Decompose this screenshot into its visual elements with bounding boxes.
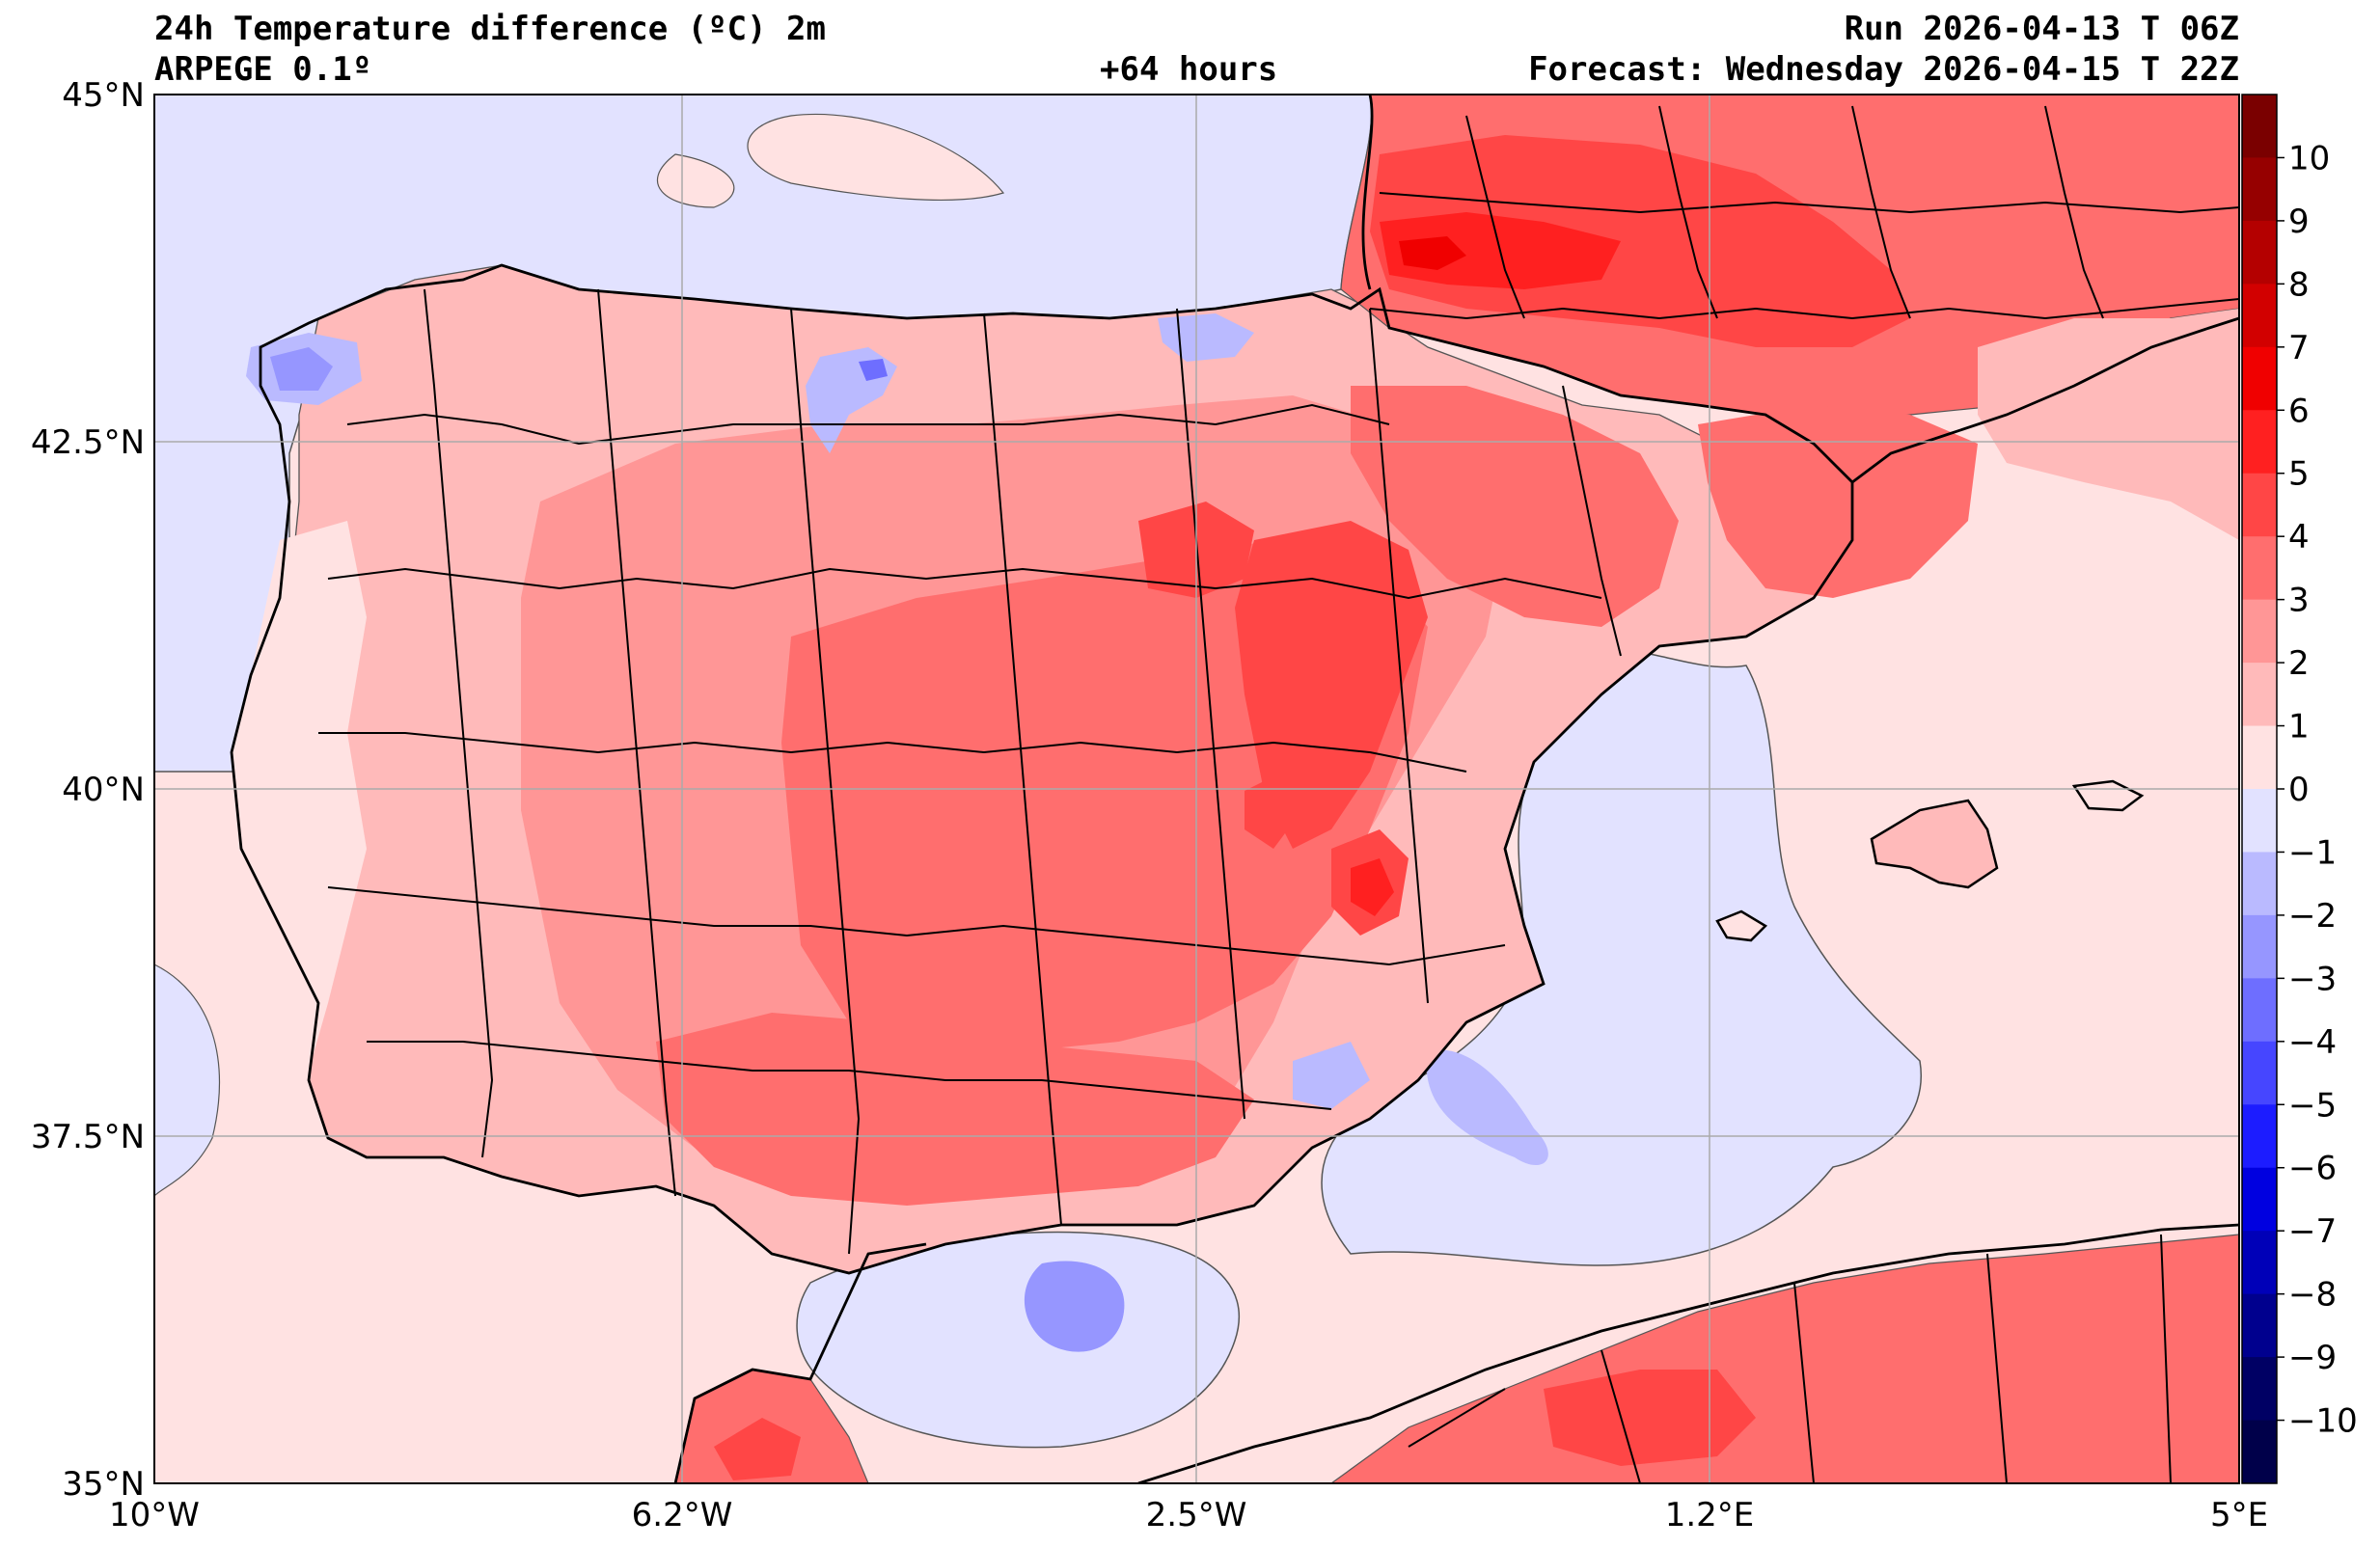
- mallorca-island: [1870, 799, 1999, 889]
- colorbar-swatch: [2242, 1104, 2277, 1169]
- colorbar-swatch: [2242, 914, 2277, 979]
- morocco-hot-4c: [714, 1418, 801, 1480]
- model-label: ARPEGE 0.1º: [154, 50, 372, 89]
- map-title: 24h Temperature difference (ºC) 2m: [154, 10, 826, 48]
- colorbar-swatch: [2242, 599, 2277, 664]
- hotspot-iberian-4c: [1235, 521, 1428, 849]
- colorbar-swatch: [2242, 1357, 2277, 1422]
- lon-label: 1.2°E: [1665, 1496, 1755, 1534]
- france-hot-6c: [1399, 236, 1466, 270]
- lon-label: 2.5°W: [1146, 1496, 1247, 1534]
- iberia-coastline: [230, 263, 1854, 1275]
- colorbar-label: −3: [2288, 960, 2337, 998]
- portugal-light-zone: [232, 521, 367, 1071]
- colorbar-swatch: [2242, 410, 2277, 475]
- gulf-cadiz-negative: [154, 963, 221, 1197]
- colorbar-swatch: [2242, 1293, 2277, 1358]
- province-borders: [318, 105, 2239, 1483]
- ibiza-island: [1715, 909, 1768, 942]
- latitude-axis: 45°N 42.5°N 40°N 37.5°N 35°N: [31, 76, 145, 1504]
- colorbar-label: 3: [2288, 582, 2310, 620]
- colorbar-swatch: [2242, 1167, 2277, 1232]
- galicia-cold-spot-core: [270, 347, 333, 391]
- run-label: Run 2026-04-13 T 06Z: [1844, 10, 2239, 48]
- gulf-of-lion-zone: [1978, 309, 2239, 540]
- graticule: [154, 95, 2239, 1483]
- colorbar-swatch: [2242, 220, 2277, 285]
- cadiz-cold-spot: [1293, 1042, 1370, 1109]
- catalonia-hot-3c: [1698, 405, 1978, 598]
- longitude-axis: 10°W 6.2°W 2.5°W 1.2°E 5°E: [109, 1496, 2268, 1534]
- lat-label: 35°N: [62, 1465, 145, 1504]
- colorbar-swatch: [2242, 157, 2277, 222]
- lat-label: 40°N: [62, 771, 145, 809]
- colorbar-swatch: [2242, 725, 2277, 790]
- colorbar-label: −5: [2288, 1086, 2337, 1125]
- africa-coastline: [673, 1223, 2239, 1483]
- colorbar-label: 9: [2288, 203, 2310, 241]
- colorbar-label: 4: [2288, 518, 2310, 556]
- cantabria-cold-core: [859, 359, 888, 381]
- alboran-blue-blob: [1024, 1261, 1125, 1352]
- colorbar-label: −9: [2288, 1339, 2337, 1377]
- lead-time-label: +64 hours: [1100, 50, 1278, 89]
- alboran-negative-zone: [796, 1231, 1241, 1449]
- france-hot-4c: [1370, 135, 1910, 347]
- lat-label: 42.5°N: [31, 423, 145, 462]
- biscay-patch-2: [656, 153, 735, 208]
- colorbar-label: −2: [2288, 897, 2337, 936]
- lon-label: 6.2°W: [632, 1496, 733, 1534]
- andalusia-3c: [656, 1013, 1254, 1206]
- colorbar-label: −8: [2288, 1276, 2337, 1315]
- colorbar-label: −7: [2288, 1212, 2337, 1251]
- colorbar-swatch: [2242, 346, 2277, 411]
- france-coastline: [1361, 95, 2239, 484]
- colorbar-label: −10: [2288, 1402, 2358, 1441]
- colorbar-label: −4: [2288, 1023, 2337, 1062]
- hotspot-cuenca-4c: [1245, 772, 1302, 849]
- colorbar-label: 2: [2288, 644, 2310, 683]
- colorbar-label: −1: [2288, 833, 2337, 872]
- colorbar-swatch: [2242, 536, 2277, 601]
- forecast-label: Forecast: Wednesday 2026-04-15 T 22Z: [1528, 50, 2239, 89]
- colorbar-label: 6: [2288, 392, 2310, 430]
- colorbar-swatch: [2242, 95, 2277, 158]
- colorbar-swatch: [2242, 1231, 2277, 1295]
- lat-label: 45°N: [62, 76, 145, 115]
- lat-label: 37.5°N: [31, 1118, 145, 1156]
- colorbar-swatch: [2242, 978, 2277, 1043]
- north-africa-hot-4c: [1544, 1370, 1756, 1466]
- map-frame: [153, 94, 2240, 1484]
- colorbar-label: −6: [2288, 1150, 2337, 1188]
- colorbar-swatch: [2242, 284, 2277, 348]
- colorbar-swatch: [2242, 473, 2277, 537]
- colorbar-label: 10: [2288, 139, 2330, 177]
- colorbar-label: 5: [2288, 455, 2310, 494]
- basque-cold-spot: [1158, 313, 1254, 362]
- colorbar-label: 1: [2288, 708, 2310, 746]
- ebro-3c: [1351, 386, 1679, 627]
- colorbar-label: 0: [2288, 771, 2310, 809]
- colorbar-label: 8: [2288, 265, 2310, 304]
- colorbar-swatch: [2242, 1041, 2277, 1105]
- colorbar-swatch: [2242, 663, 2277, 727]
- biscay-patch: [747, 113, 1005, 202]
- colorbar-label: 7: [2288, 329, 2310, 367]
- colorbar-swatch: [2242, 789, 2277, 853]
- colorbar-swatch: [2242, 852, 2277, 916]
- lon-label: 10°W: [109, 1496, 200, 1534]
- lon-label: 5°E: [2210, 1496, 2268, 1534]
- colorbar-swatch: [2242, 1420, 2277, 1484]
- hotspot-valencia-5c: [1351, 858, 1394, 916]
